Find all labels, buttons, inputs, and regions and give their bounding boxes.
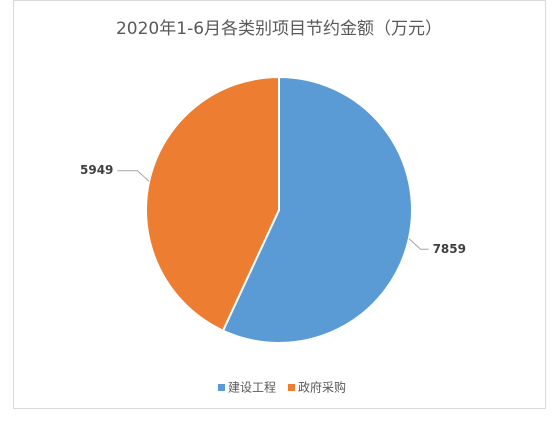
- legend-label: 政府采购: [298, 380, 346, 395]
- data-label: 5949: [80, 163, 113, 177]
- leader-line: [117, 170, 150, 182]
- pie-slice: [145, 75, 280, 332]
- legend-swatch: [218, 384, 225, 391]
- chart-title: 2020年1-6月各类别项目节约金额（万元）: [116, 19, 442, 39]
- legend-swatch: [288, 384, 296, 391]
- legend-label: 建设工程: [228, 380, 276, 395]
- data-label: 7859: [433, 242, 466, 256]
- leader-line: [408, 238, 429, 250]
